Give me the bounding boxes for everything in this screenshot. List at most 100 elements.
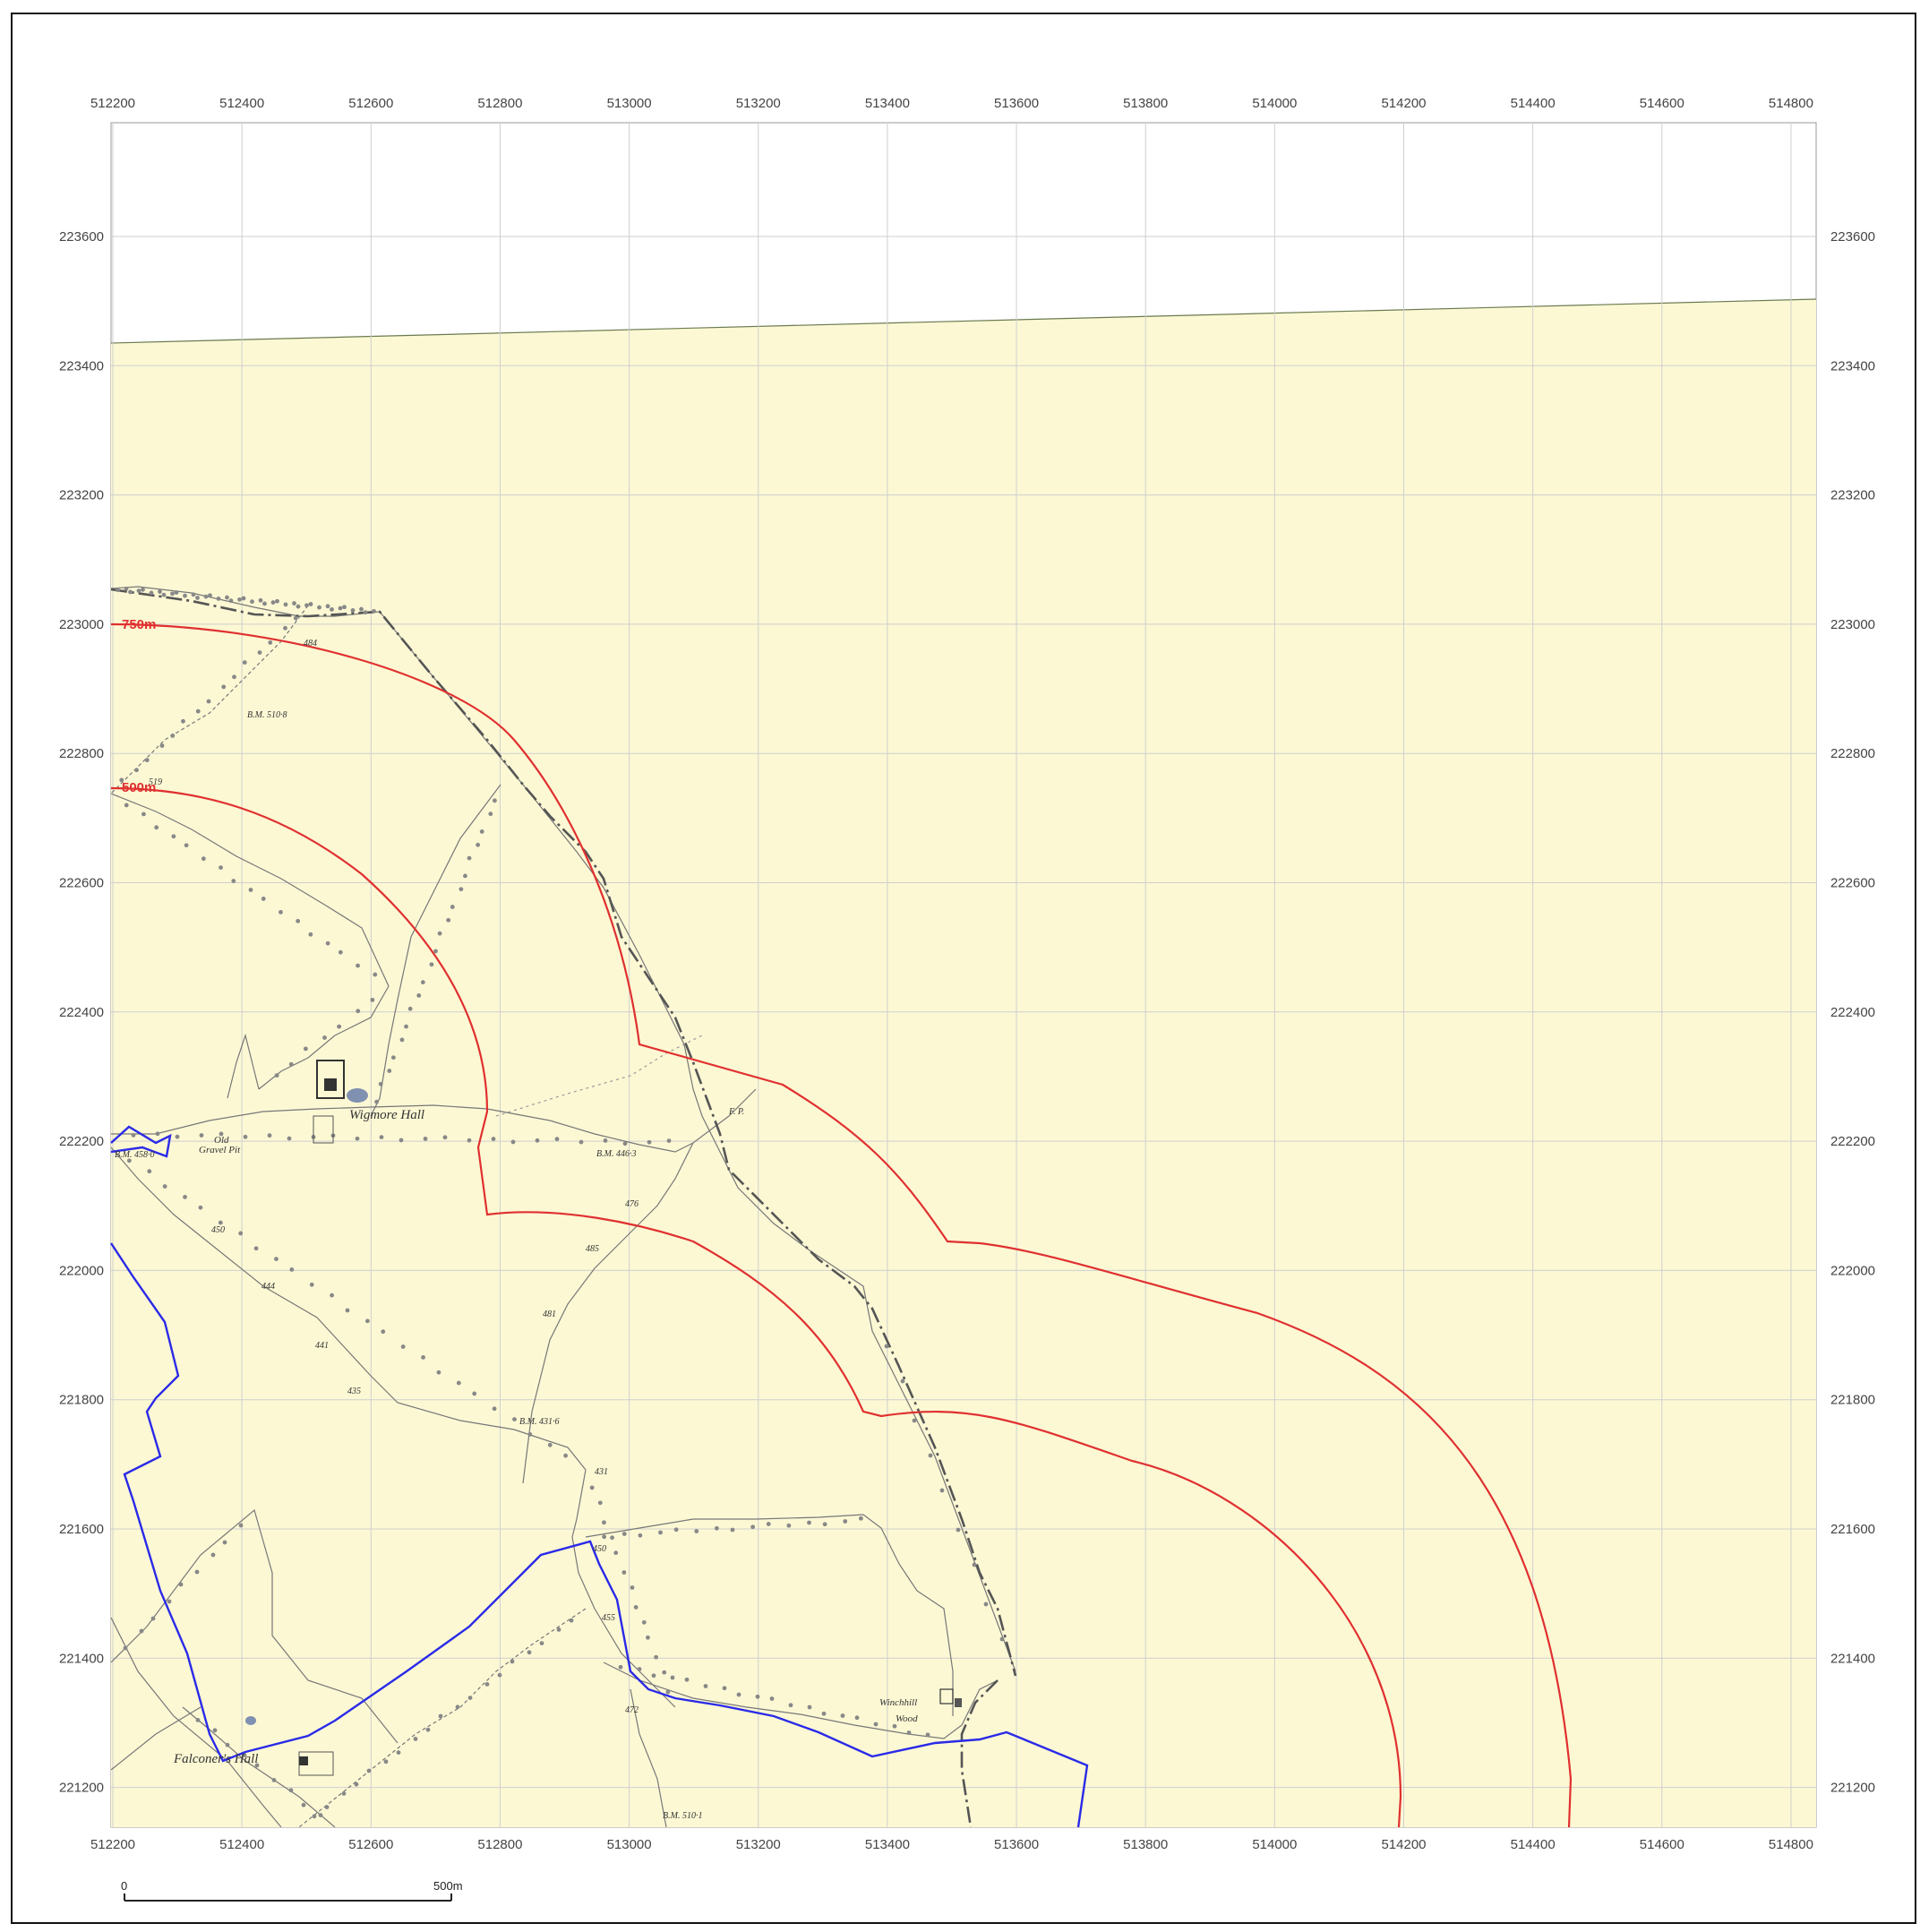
tree-symbol: [858, 1516, 863, 1521]
tree-symbol: [423, 1136, 428, 1141]
tree-symbol: [338, 605, 343, 611]
tree-symbol: [288, 1061, 294, 1067]
tree-symbol: [221, 684, 227, 690]
tree-symbol: [198, 1205, 203, 1210]
tree-symbol: [253, 1246, 259, 1251]
tree-symbol: [613, 1550, 619, 1556]
tree-symbol: [354, 1782, 359, 1787]
tree-symbol: [906, 1730, 912, 1735]
tree-symbol: [488, 811, 493, 817]
y-tick-label: 223000: [1830, 617, 1875, 632]
tree-symbol: [170, 591, 175, 597]
x-tick-label: 512600: [348, 96, 393, 111]
label-winchhill: Winchhill: [879, 1697, 917, 1708]
x-tick-label: 513600: [994, 1837, 1039, 1852]
tree-symbol: [399, 1037, 405, 1043]
x-tick-label: 512400: [219, 96, 264, 111]
tree-symbol: [939, 1488, 945, 1493]
winchhill-buildings: [939, 1688, 962, 1707]
y-tick-label: 222200: [59, 1134, 104, 1149]
x-tick-label: 514000: [1252, 96, 1297, 111]
tree-symbol: [463, 873, 467, 879]
buffer-750m: [110, 623, 1573, 1828]
tree-symbol: [216, 597, 221, 601]
y-axis-left: 223600 223400 223200 223000 222800 222600 2224…: [59, 229, 104, 1796]
x-tick-label: 513200: [736, 96, 781, 111]
tree-symbol: [126, 1158, 132, 1163]
tree-symbol: [212, 1728, 218, 1733]
tree-symbol: [438, 1713, 443, 1719]
tree-symbol: [338, 949, 343, 955]
tree-symbol: [450, 905, 455, 909]
tree-symbol: [467, 855, 472, 861]
tree-symbol: [134, 768, 139, 773]
tree-symbol: [662, 1670, 667, 1675]
tree-symbol: [722, 1686, 727, 1691]
tree-symbol: [610, 1535, 614, 1541]
tree-symbol: [535, 1138, 540, 1143]
spot-height: 444: [261, 1282, 275, 1292]
label-wigmore-hall: Wigmore Hall: [349, 1108, 424, 1122]
tree-symbol: [633, 1605, 639, 1610]
tree-symbol: [618, 1664, 623, 1670]
tree-symbol: [821, 1711, 827, 1716]
tree-symbol: [149, 590, 154, 596]
tree-symbol: [356, 1009, 361, 1014]
tree-symbol: [641, 1619, 647, 1625]
tree-symbol: [124, 803, 129, 808]
tree-symbol: [147, 1169, 152, 1174]
tree-symbol: [646, 1635, 650, 1640]
tree-symbol: [237, 597, 242, 602]
tree-symbol: [491, 1137, 496, 1141]
tree-symbol: [162, 1184, 167, 1189]
tree-symbol: [416, 993, 422, 998]
tree-symbol: [420, 980, 425, 985]
tree-symbol: [400, 1344, 406, 1349]
tree-symbol: [288, 1788, 294, 1793]
tree-symbol: [287, 1136, 292, 1141]
tree-symbol: [983, 1601, 989, 1607]
tree-symbol: [972, 1562, 977, 1567]
x-tick-label: 512200: [90, 96, 135, 111]
buffer-rings: [110, 623, 1573, 1828]
tree-symbol: [296, 918, 301, 923]
buffer-label-500m: 500m: [122, 780, 156, 795]
tree-symbol: [638, 1533, 643, 1538]
tree-symbol: [569, 1618, 574, 1623]
x-tick-label: 514800: [1769, 96, 1813, 111]
tree-symbol: [413, 1737, 418, 1741]
spot-height: 485: [586, 1244, 599, 1254]
x-tick-label: 512800: [477, 96, 522, 111]
tree-symbol: [238, 1231, 244, 1236]
y-tick-label: 223000: [59, 617, 104, 632]
tree-symbol: [131, 1132, 136, 1138]
x-axis-bottom: 512200 512400 512600 512800 513000 513200 5134…: [90, 1837, 1813, 1852]
tree-symbol: [556, 1627, 561, 1632]
y-tick-label: 222600: [59, 876, 104, 891]
y-tick-label: 222800: [59, 746, 104, 761]
tree-symbol: [238, 1523, 244, 1528]
tree-symbol: [364, 1318, 370, 1324]
tree-symbol: [467, 1696, 473, 1700]
tree-symbol: [274, 1073, 279, 1078]
tree-symbol: [378, 1081, 383, 1086]
tree-symbol: [694, 1529, 699, 1533]
site-boundary: [109, 1125, 1089, 1828]
tree-symbol: [289, 1267, 295, 1272]
tree-symbol: [603, 1138, 608, 1143]
y-tick-label: 221800: [59, 1393, 104, 1408]
x-tick-label: 513800: [1123, 1837, 1168, 1852]
tree-symbol: [330, 607, 334, 612]
spot-height: 450: [211, 1225, 225, 1235]
tree-symbol: [510, 1139, 516, 1145]
tree-symbol: [275, 598, 279, 604]
tree-symbol: [317, 605, 321, 610]
tree-symbol: [602, 1534, 607, 1540]
tree-symbol: [912, 1418, 917, 1423]
tree-symbol: [219, 865, 223, 871]
y-tick-label: 222000: [1830, 1263, 1875, 1278]
tree-symbol: [250, 599, 254, 605]
tree-symbol: [484, 1682, 490, 1687]
x-axis-top: 512200 512400 512600 512800 513000 513200 5134…: [90, 96, 1813, 111]
tree-symbol: [258, 597, 263, 603]
